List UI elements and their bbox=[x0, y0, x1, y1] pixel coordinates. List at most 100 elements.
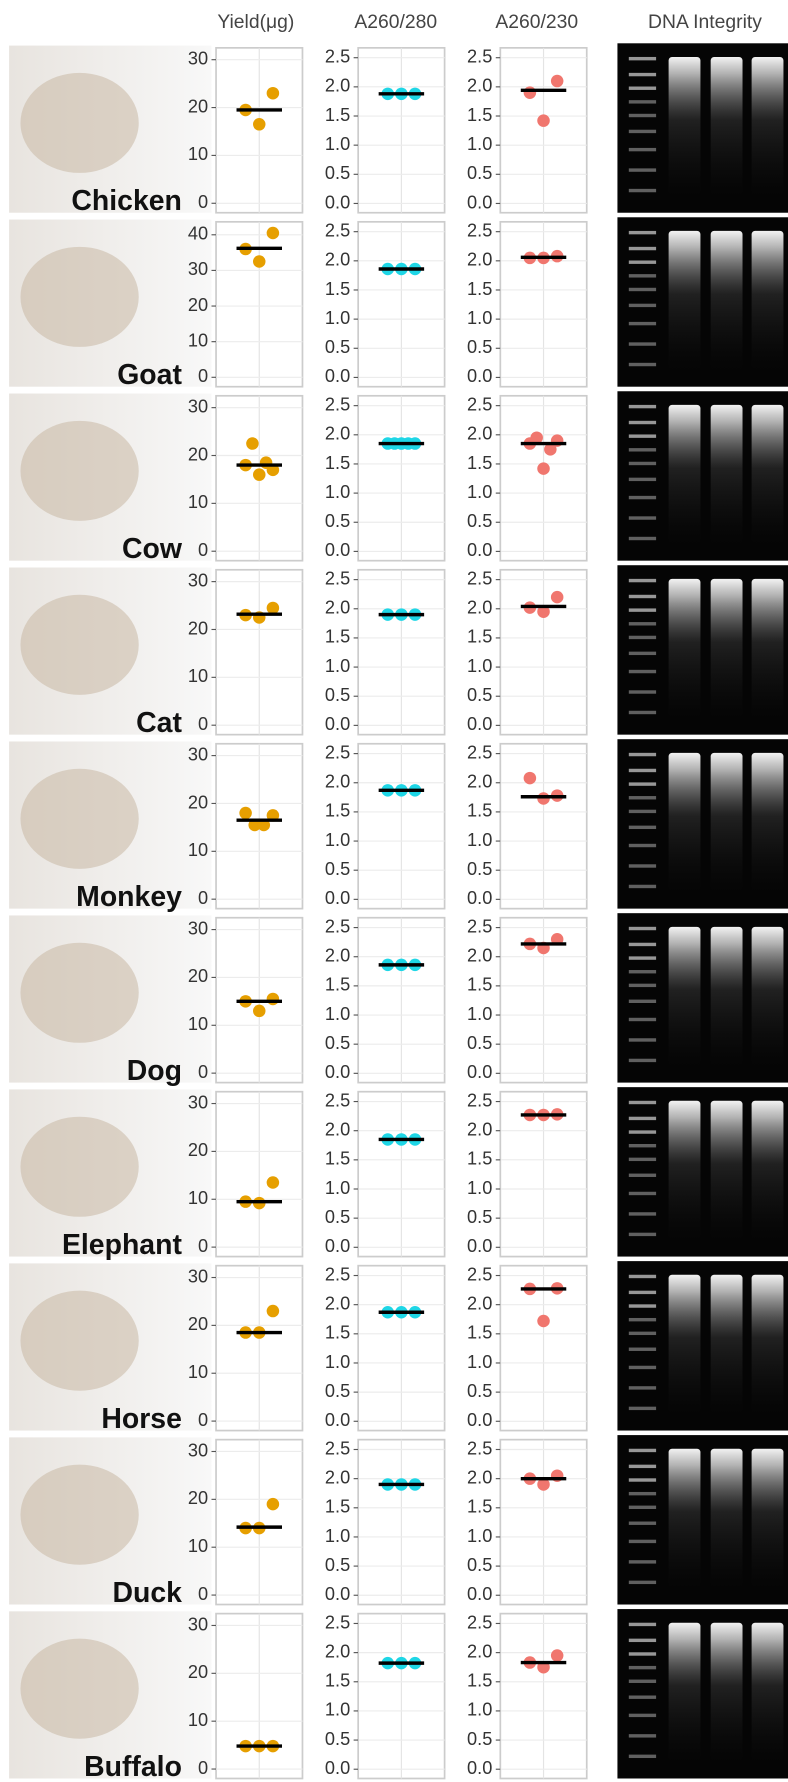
y-tick-label: 1.0 bbox=[325, 1004, 350, 1024]
animal-shape bbox=[20, 768, 139, 869]
y-tick-label: 1.5 bbox=[325, 1497, 350, 1517]
data-point bbox=[537, 462, 550, 475]
ladder-band bbox=[628, 1652, 657, 1656]
ladder-band bbox=[628, 926, 657, 931]
y-tick-label: 1.5 bbox=[467, 453, 492, 473]
y-tick-label: 10 bbox=[188, 492, 208, 512]
y-tick-label: 2.0 bbox=[325, 250, 350, 270]
sample-smear bbox=[751, 1448, 784, 1589]
y-tick-label: 1.5 bbox=[467, 1671, 492, 1691]
sample-smear bbox=[710, 1100, 743, 1241]
y-tick-label: 20 bbox=[188, 792, 208, 812]
y-tick-label: 10 bbox=[188, 330, 208, 350]
animal-shape bbox=[20, 1464, 139, 1565]
data-point bbox=[266, 601, 280, 615]
ladder-band bbox=[628, 1290, 657, 1295]
ladder-band bbox=[628, 768, 657, 773]
sample-smear bbox=[751, 1100, 784, 1241]
ladder-band bbox=[628, 956, 657, 960]
y-tick-label: 2.0 bbox=[467, 424, 492, 444]
y-tick-label: 40 bbox=[188, 224, 208, 244]
ladder-band bbox=[628, 230, 657, 235]
data-point bbox=[266, 86, 280, 100]
y-tick-label: 0.5 bbox=[325, 1381, 350, 1401]
y-tick-label: 0.0 bbox=[325, 1758, 350, 1778]
y-tick-label: 0.0 bbox=[467, 540, 492, 560]
y-tick-label: 2.5 bbox=[325, 220, 350, 240]
ladder-band bbox=[628, 56, 657, 61]
ladder-band bbox=[628, 884, 657, 889]
sample-smear bbox=[668, 230, 701, 371]
data-point bbox=[544, 443, 557, 456]
ladder-band bbox=[628, 1505, 657, 1510]
y-tick-label: 0 bbox=[198, 1062, 208, 1082]
ladder-band bbox=[628, 342, 657, 346]
ladder-band bbox=[628, 188, 657, 193]
y-tick-label: 0.0 bbox=[467, 1236, 492, 1256]
y-tick-label: 0.5 bbox=[467, 1207, 492, 1227]
y-tick-label: 2.5 bbox=[467, 568, 492, 588]
ladder-band bbox=[628, 1464, 657, 1469]
ladder-band bbox=[628, 536, 657, 541]
y-tick-label: 10 bbox=[188, 840, 208, 860]
y-tick-label: 2.0 bbox=[467, 946, 492, 966]
y-tick-label: 1.5 bbox=[325, 975, 350, 995]
y-tick-label: 0.0 bbox=[325, 888, 350, 908]
y-tick-label: 2.5 bbox=[467, 1090, 492, 1110]
ladder-band bbox=[628, 796, 657, 800]
y-tick-label: 2.5 bbox=[467, 916, 492, 936]
data-point bbox=[266, 1176, 280, 1189]
y-tick-label: 1.5 bbox=[467, 1497, 492, 1517]
y-tick-label: 0.0 bbox=[325, 714, 350, 734]
ladder-band bbox=[628, 622, 657, 626]
animal-shape bbox=[20, 1638, 139, 1739]
y-tick-label: 10 bbox=[188, 1014, 208, 1034]
y-tick-label: 2.0 bbox=[325, 1120, 350, 1140]
y-tick-label: 0.5 bbox=[467, 1729, 492, 1749]
ladder-band bbox=[628, 86, 657, 90]
y-tick-label: 0.0 bbox=[325, 1236, 350, 1256]
ladder-band bbox=[628, 1713, 657, 1718]
y-tick-label: 30 bbox=[188, 918, 208, 938]
sample-smear bbox=[710, 1622, 743, 1763]
animal-shape bbox=[20, 72, 139, 173]
sample-smear bbox=[668, 56, 701, 197]
y-tick-label: 1.5 bbox=[325, 1671, 350, 1691]
y-tick-label: 0.0 bbox=[467, 1584, 492, 1604]
ladder-band bbox=[628, 434, 657, 438]
y-tick-label: 30 bbox=[188, 744, 208, 764]
ladder-band bbox=[628, 1304, 657, 1308]
y-tick-label: 0.5 bbox=[467, 511, 492, 531]
sample-smear bbox=[668, 578, 701, 719]
y-tick-label: 1.0 bbox=[325, 1700, 350, 1720]
animal-name: Elephant bbox=[62, 1229, 182, 1261]
ladder-band bbox=[628, 608, 657, 612]
y-tick-label: 0.0 bbox=[325, 192, 350, 212]
y-tick-label: 1.5 bbox=[467, 975, 492, 995]
ladder-band bbox=[628, 578, 657, 583]
y-tick-label: 20 bbox=[188, 1314, 208, 1334]
ladder-band bbox=[628, 710, 657, 715]
sample-smear bbox=[668, 926, 701, 1067]
y-tick-label: 20 bbox=[188, 1488, 208, 1508]
y-tick-label: 0.0 bbox=[467, 1062, 492, 1082]
data-point bbox=[537, 1478, 550, 1491]
ladder-band bbox=[628, 1100, 657, 1105]
ladder-band bbox=[628, 1491, 657, 1496]
y-tick-label: 2.5 bbox=[467, 47, 492, 67]
y-tick-label: 2.5 bbox=[467, 394, 492, 414]
ladder-band bbox=[628, 1157, 657, 1162]
y-tick-label: 0.0 bbox=[325, 1584, 350, 1604]
ladder-band bbox=[628, 362, 657, 367]
sample-smear bbox=[710, 578, 743, 719]
animal-name: Duck bbox=[112, 1577, 182, 1609]
animal-shape bbox=[20, 246, 139, 347]
y-tick-label: 2.5 bbox=[325, 1612, 350, 1632]
ladder-band bbox=[628, 72, 657, 77]
data-point bbox=[550, 590, 564, 604]
ladder-band bbox=[628, 404, 657, 409]
sample-smear bbox=[710, 752, 743, 893]
sample-smear bbox=[668, 1100, 701, 1241]
data-point bbox=[253, 1004, 266, 1018]
